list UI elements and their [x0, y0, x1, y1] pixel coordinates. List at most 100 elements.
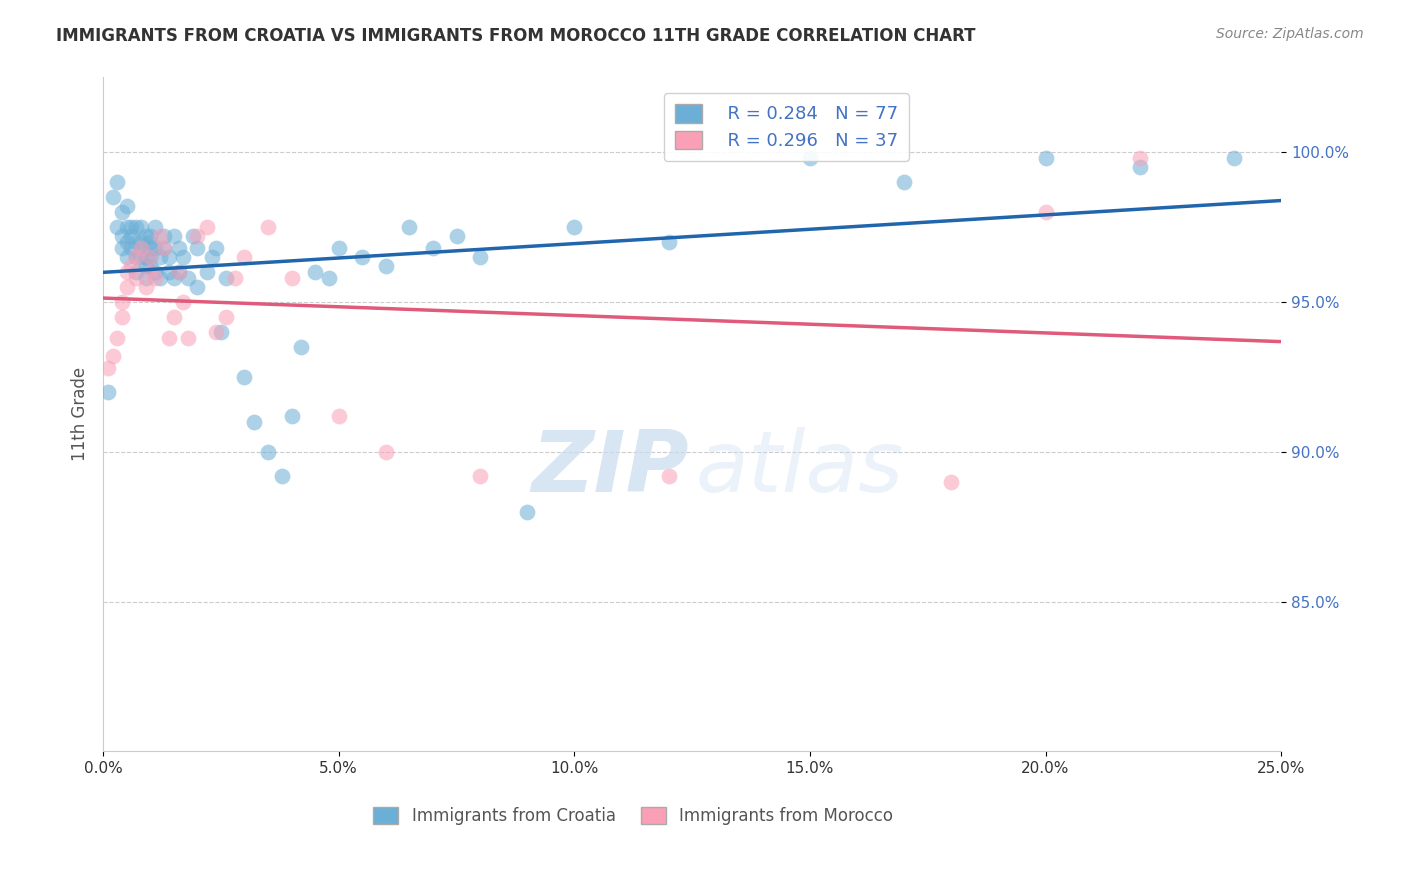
Point — [143, 220, 166, 235]
Point — [135, 229, 157, 244]
Point — [374, 445, 396, 459]
Point — [111, 205, 134, 219]
Point — [257, 220, 280, 235]
Point — [143, 271, 166, 285]
Point — [129, 220, 152, 235]
Point — [120, 220, 142, 235]
Point — [139, 250, 162, 264]
Point — [468, 250, 491, 264]
Point — [101, 190, 124, 204]
Point — [125, 220, 148, 235]
Point — [115, 280, 138, 294]
Point — [149, 250, 172, 264]
Point — [97, 384, 120, 399]
Point — [143, 265, 166, 279]
Point — [125, 271, 148, 285]
Point — [172, 250, 194, 264]
Point — [398, 220, 420, 235]
Point — [111, 229, 134, 244]
Point — [280, 271, 302, 285]
Point — [1129, 151, 1152, 165]
Point — [893, 175, 915, 189]
Text: IMMIGRANTS FROM CROATIA VS IMMIGRANTS FROM MOROCCO 11TH GRADE CORRELATION CHART: IMMIGRANTS FROM CROATIA VS IMMIGRANTS FR… — [56, 27, 976, 45]
Point — [97, 361, 120, 376]
Point — [516, 505, 538, 519]
Point — [125, 250, 148, 264]
Point — [186, 229, 208, 244]
Point — [1223, 151, 1246, 165]
Point — [157, 331, 180, 345]
Point — [243, 415, 266, 429]
Point — [941, 475, 963, 489]
Point — [129, 241, 152, 255]
Point — [149, 271, 172, 285]
Point — [468, 468, 491, 483]
Y-axis label: 11th Grade: 11th Grade — [72, 368, 89, 461]
Text: Source: ZipAtlas.com: Source: ZipAtlas.com — [1216, 27, 1364, 41]
Point — [318, 271, 340, 285]
Point — [105, 175, 128, 189]
Point — [129, 250, 152, 264]
Point — [139, 229, 162, 244]
Point — [115, 265, 138, 279]
Point — [120, 229, 142, 244]
Point — [186, 241, 208, 255]
Point — [115, 199, 138, 213]
Point — [658, 468, 681, 483]
Point — [205, 241, 228, 255]
Point — [105, 220, 128, 235]
Point — [422, 241, 444, 255]
Point — [1035, 151, 1057, 165]
Point — [271, 468, 294, 483]
Point — [135, 280, 157, 294]
Point — [233, 370, 256, 384]
Point — [120, 241, 142, 255]
Point — [111, 295, 134, 310]
Point — [115, 220, 138, 235]
Point — [214, 310, 236, 324]
Point — [195, 220, 218, 235]
Point — [163, 310, 186, 324]
Point — [111, 310, 134, 324]
Point — [125, 250, 148, 264]
Point — [143, 241, 166, 255]
Point — [280, 409, 302, 423]
Point — [205, 325, 228, 339]
Point — [1129, 161, 1152, 175]
Point — [209, 325, 232, 339]
Point — [195, 265, 218, 279]
Point — [352, 250, 374, 264]
Text: atlas: atlas — [696, 426, 904, 510]
Point — [153, 241, 176, 255]
Point — [115, 250, 138, 264]
Point — [139, 259, 162, 273]
Point — [163, 229, 186, 244]
Point — [200, 250, 222, 264]
Point — [153, 241, 176, 255]
Point — [328, 409, 350, 423]
Point — [129, 241, 152, 255]
Point — [135, 250, 157, 264]
Point — [157, 265, 180, 279]
Point — [181, 229, 204, 244]
Point — [658, 235, 681, 249]
Point — [257, 445, 280, 459]
Point — [446, 229, 468, 244]
Point — [167, 265, 190, 279]
Point — [328, 241, 350, 255]
Point — [139, 250, 162, 264]
Point — [233, 250, 256, 264]
Point — [125, 265, 148, 279]
Point — [111, 241, 134, 255]
Point — [167, 265, 190, 279]
Point — [135, 259, 157, 273]
Point — [139, 241, 162, 255]
Point — [304, 265, 326, 279]
Point — [167, 241, 190, 255]
Point — [374, 259, 396, 273]
Point — [149, 229, 172, 244]
Point — [177, 271, 200, 285]
Point — [153, 229, 176, 244]
Legend: Immigrants from Croatia, Immigrants from Morocco: Immigrants from Croatia, Immigrants from… — [367, 800, 900, 831]
Point — [101, 349, 124, 363]
